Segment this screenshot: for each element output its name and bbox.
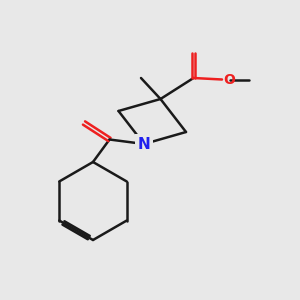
Text: N: N: [138, 136, 150, 152]
Text: O: O: [224, 73, 236, 86]
